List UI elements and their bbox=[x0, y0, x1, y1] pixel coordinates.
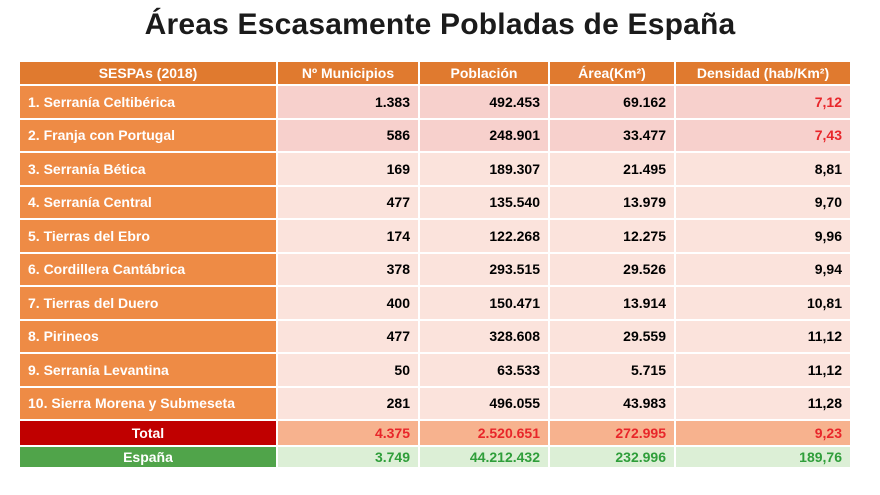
row-poblacion: 492.453 bbox=[420, 86, 548, 118]
table-row: 10. Sierra Morena y Submeseta 281 496.05… bbox=[20, 387, 850, 419]
row-densidad: 8,81 bbox=[676, 153, 850, 185]
spain-municipios: 3.749 bbox=[278, 447, 418, 467]
table-row: 5. Tierras del Ebro 174 122.268 12.275 9… bbox=[20, 220, 850, 252]
spain-densidad: 189,76 bbox=[676, 447, 850, 467]
row-area: 13.914 bbox=[550, 287, 674, 319]
header-sespas: SESPAs (2018) bbox=[20, 62, 276, 84]
table-row: 2. Franja con Portugal 586 248.901 33.47… bbox=[20, 119, 850, 151]
row-name: 7. Tierras del Duero bbox=[20, 287, 276, 319]
header-densidad: Densidad (hab/Km²) bbox=[676, 62, 850, 84]
row-name: 2. Franja con Portugal bbox=[20, 119, 276, 151]
row-municipios: 586 bbox=[278, 119, 418, 151]
table-row: 6. Cordillera Cantábrica 378 293.515 29.… bbox=[20, 253, 850, 285]
row-name: 3. Serranía Bética bbox=[20, 153, 276, 185]
row-municipios: 50 bbox=[278, 354, 418, 386]
row-municipios: 477 bbox=[278, 320, 418, 352]
row-densidad: 11,12 bbox=[676, 320, 850, 352]
row-poblacion: 496.055 bbox=[420, 387, 548, 419]
spain-area: 232.996 bbox=[550, 447, 674, 467]
row-poblacion: 63.533 bbox=[420, 354, 548, 386]
row-municipios: 281 bbox=[278, 387, 418, 419]
row-municipios: 1.383 bbox=[278, 86, 418, 118]
row-name: 1. Serranía Celtibérica bbox=[20, 86, 276, 118]
row-name: 6. Cordillera Cantábrica bbox=[20, 253, 276, 285]
row-poblacion: 150.471 bbox=[420, 287, 548, 319]
table-row: 8. Pirineos 477 328.608 29.559 11,12 bbox=[20, 320, 850, 352]
row-municipios: 477 bbox=[278, 186, 418, 218]
row-densidad: 7,43 bbox=[676, 119, 850, 151]
total-poblacion: 2.520.651 bbox=[420, 421, 548, 445]
row-densidad: 9,96 bbox=[676, 220, 850, 252]
row-name: 4. Serranía Central bbox=[20, 186, 276, 218]
row-area: 33.477 bbox=[550, 119, 674, 151]
total-row: Total 4.375 2.520.651 272.995 9,23 bbox=[20, 421, 850, 445]
row-municipios: 174 bbox=[278, 220, 418, 252]
table-row: 1. Serranía Celtibérica 1.383 492.453 69… bbox=[20, 86, 850, 118]
row-poblacion: 248.901 bbox=[420, 119, 548, 151]
row-area: 29.526 bbox=[550, 253, 674, 285]
sespas-table: SESPAs (2018) Nº Municipios Población Ár… bbox=[18, 60, 852, 469]
row-area: 5.715 bbox=[550, 354, 674, 386]
table-row: 7. Tierras del Duero 400 150.471 13.914 … bbox=[20, 287, 850, 319]
spain-label: España bbox=[20, 447, 276, 467]
page-title: Áreas Escasamente Pobladas de España bbox=[144, 8, 736, 41]
row-area: 29.559 bbox=[550, 320, 674, 352]
header-poblacion: Población bbox=[420, 62, 548, 84]
row-name: 8. Pirineos bbox=[20, 320, 276, 352]
row-poblacion: 135.540 bbox=[420, 186, 548, 218]
row-name: 5. Tierras del Ebro bbox=[20, 220, 276, 252]
row-densidad: 11,12 bbox=[676, 354, 850, 386]
total-area: 272.995 bbox=[550, 421, 674, 445]
total-densidad: 9,23 bbox=[676, 421, 850, 445]
row-municipios: 400 bbox=[278, 287, 418, 319]
total-municipios: 4.375 bbox=[278, 421, 418, 445]
table-row: 9. Serranía Levantina 50 63.533 5.715 11… bbox=[20, 354, 850, 386]
row-densidad: 9,94 bbox=[676, 253, 850, 285]
table-header-row: SESPAs (2018) Nº Municipios Población Ár… bbox=[20, 62, 850, 84]
row-densidad: 10,81 bbox=[676, 287, 850, 319]
row-area: 12.275 bbox=[550, 220, 674, 252]
table-row: 3. Serranía Bética 169 189.307 21.495 8,… bbox=[20, 153, 850, 185]
row-poblacion: 293.515 bbox=[420, 253, 548, 285]
row-name: 9. Serranía Levantina bbox=[20, 354, 276, 386]
row-densidad: 11,28 bbox=[676, 387, 850, 419]
row-densidad: 9,70 bbox=[676, 186, 850, 218]
header-area: Área(Km²) bbox=[550, 62, 674, 84]
row-poblacion: 328.608 bbox=[420, 320, 548, 352]
row-densidad: 7,12 bbox=[676, 86, 850, 118]
row-area: 13.979 bbox=[550, 186, 674, 218]
header-municipios: Nº Municipios bbox=[278, 62, 418, 84]
row-municipios: 169 bbox=[278, 153, 418, 185]
row-municipios: 378 bbox=[278, 253, 418, 285]
spain-row: España 3.749 44.212.432 232.996 189,76 bbox=[20, 447, 850, 467]
row-poblacion: 122.268 bbox=[420, 220, 548, 252]
table-row: 4. Serranía Central 477 135.540 13.979 9… bbox=[20, 186, 850, 218]
row-area: 43.983 bbox=[550, 387, 674, 419]
row-area: 21.495 bbox=[550, 153, 674, 185]
row-name: 10. Sierra Morena y Submeseta bbox=[20, 387, 276, 419]
total-label: Total bbox=[20, 421, 276, 445]
spain-poblacion: 44.212.432 bbox=[420, 447, 548, 467]
row-area: 69.162 bbox=[550, 86, 674, 118]
row-poblacion: 189.307 bbox=[420, 153, 548, 185]
